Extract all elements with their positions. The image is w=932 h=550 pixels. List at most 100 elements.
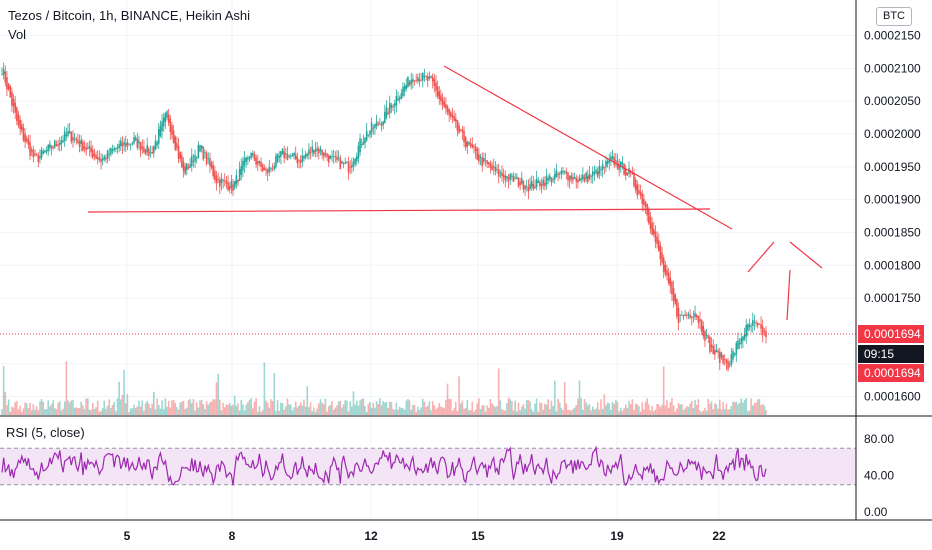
volume-bar	[720, 409, 723, 415]
volume-bar	[316, 408, 318, 415]
volume-bar	[598, 409, 601, 415]
volume-bar	[590, 410, 592, 415]
candle-body	[520, 178, 523, 184]
volume-bar	[154, 409, 157, 415]
candle-body	[578, 178, 581, 182]
volume-bar	[101, 408, 104, 415]
candle-body	[667, 272, 670, 284]
candle-body	[233, 181, 236, 188]
support-line[interactable]	[87, 208, 711, 213]
volume-bar	[685, 406, 688, 415]
volume-bar	[265, 400, 267, 415]
volume-bar	[283, 409, 285, 415]
candle-body	[260, 161, 262, 167]
volume-bar	[712, 409, 714, 415]
candle-body	[314, 149, 317, 152]
volume-bar	[517, 402, 520, 415]
arrow-sketch-right[interactable]	[789, 241, 823, 269]
volume-bar	[299, 402, 302, 415]
rsi-axis: 80.00 40.00 0.00	[864, 432, 894, 519]
volume-bar	[344, 400, 347, 415]
volume-bar	[667, 407, 670, 415]
volume-bar	[750, 398, 752, 415]
volume-bar	[588, 403, 591, 415]
candle-body	[634, 179, 637, 191]
time-axis[interactable]: 5 8 12 15 19 22	[124, 529, 726, 543]
candle-body	[623, 163, 625, 175]
volume-bar	[697, 399, 700, 415]
candle-body	[423, 75, 426, 77]
candle-body	[687, 313, 690, 316]
volume-bar	[516, 411, 518, 415]
volume-bar	[441, 407, 444, 415]
candle-body	[661, 252, 663, 263]
volume-bar	[55, 409, 58, 415]
volume-bar	[329, 404, 332, 415]
currency-button[interactable]: BTC	[876, 7, 912, 26]
candle-body	[116, 147, 119, 149]
candle-body	[524, 185, 526, 189]
candle-body	[494, 167, 497, 172]
volume-bar	[19, 405, 21, 415]
candle-body	[544, 182, 546, 187]
candle-body	[144, 149, 147, 155]
volume-bar	[72, 400, 74, 415]
y-tick-label: 0.0002050	[864, 94, 921, 108]
candle-body	[250, 152, 252, 158]
candle-body	[283, 151, 285, 158]
candle-body	[263, 167, 266, 170]
candle-body	[103, 156, 106, 160]
volume-bar	[636, 404, 639, 415]
candle-body	[466, 142, 469, 147]
volume-bar	[332, 409, 335, 415]
candle-body	[532, 183, 535, 190]
candle-body	[75, 138, 78, 141]
candle-body	[525, 186, 528, 188]
volume-bar	[286, 398, 289, 415]
candle-body	[228, 186, 231, 190]
candle-body	[613, 157, 615, 166]
volume-bar	[113, 402, 116, 415]
candle-body	[384, 111, 386, 124]
volume-bar	[489, 399, 492, 415]
candle-body	[407, 76, 409, 87]
candle-body	[369, 130, 371, 135]
candle-body	[664, 264, 667, 275]
volume-bar	[123, 369, 125, 415]
volume-bar	[217, 373, 219, 415]
volume-bar	[545, 404, 548, 415]
volume-bar	[235, 405, 238, 415]
volume-bar	[100, 410, 102, 415]
volume-bar	[271, 401, 274, 415]
price-axis[interactable]: 0.0002150 0.0002100 0.0002050 0.0002000 0.00…	[864, 29, 921, 404]
candle-body	[205, 152, 208, 164]
volume-bar	[596, 402, 599, 415]
candle-body	[42, 151, 45, 154]
volume-bar	[431, 401, 434, 415]
candle-body	[60, 140, 63, 145]
candle-body	[240, 165, 243, 175]
volume-bar	[504, 410, 507, 415]
candle-body	[349, 167, 351, 169]
candle-body	[247, 157, 249, 160]
volume-bar	[605, 405, 607, 415]
volume-bar	[144, 403, 147, 415]
volume-bar	[63, 401, 66, 415]
volume-bar	[699, 410, 701, 415]
candle-body	[159, 125, 162, 137]
candle-body	[549, 175, 551, 180]
arrow-sketch-left[interactable]	[747, 241, 775, 273]
candle-body	[67, 131, 69, 136]
volume-bar	[212, 399, 215, 415]
candle-body	[420, 80, 422, 82]
trendline-descending[interactable]	[443, 65, 733, 230]
arrow-sketch-shaft[interactable]	[786, 269, 791, 321]
drawings[interactable]	[87, 65, 823, 321]
volume-bar	[593, 409, 596, 415]
candle-body	[375, 121, 378, 127]
volume-bar	[568, 409, 571, 415]
volume-bar	[266, 402, 269, 415]
volume-bar	[24, 402, 26, 415]
candle-body	[570, 175, 573, 179]
